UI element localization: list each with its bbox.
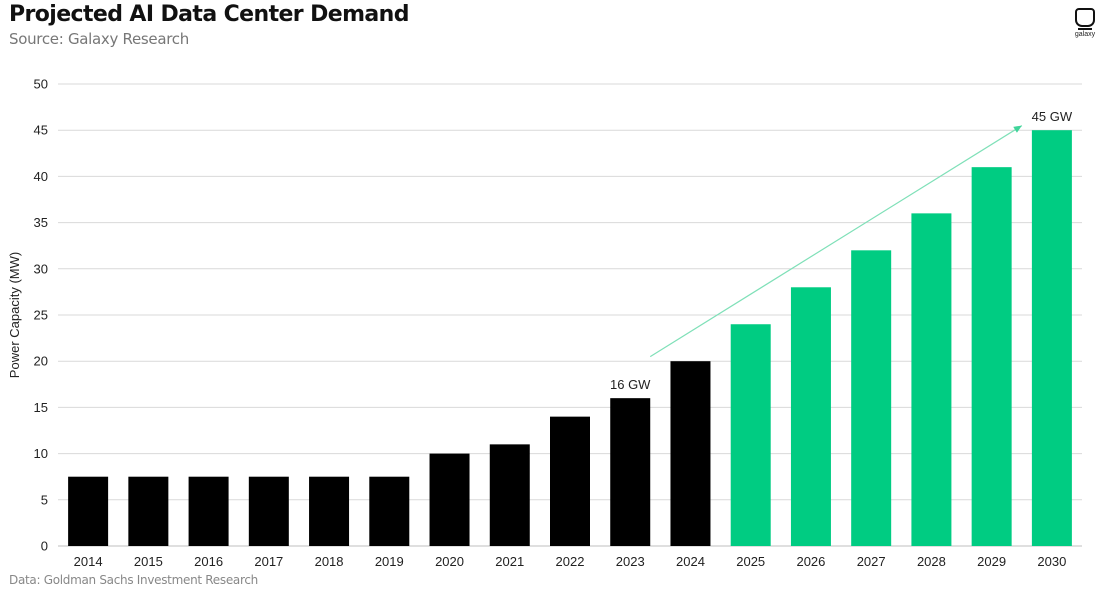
- x-tick-label: 2026: [796, 554, 825, 569]
- bar-2022: [550, 416, 590, 546]
- x-tick-label: 2025: [736, 554, 765, 569]
- bar-2028: [911, 213, 952, 547]
- x-tick-label: 2022: [556, 554, 585, 569]
- bar-2014: [68, 476, 109, 546]
- galaxy-logo: galaxy: [1070, 8, 1100, 42]
- y-tick-label: 25: [34, 308, 48, 323]
- bar-2026: [790, 287, 831, 546]
- bar-2027: [851, 250, 892, 546]
- bar-2025: [730, 324, 771, 546]
- bar-2016: [188, 476, 229, 546]
- y-tick-label: 0: [41, 539, 48, 554]
- x-tick-label: 2017: [254, 554, 283, 569]
- y-tick-label: 35: [34, 215, 48, 230]
- bar-2020: [429, 453, 470, 546]
- bar-2018: [309, 476, 350, 546]
- y-tick-label: 50: [34, 77, 48, 92]
- x-tick-label: 2023: [616, 554, 645, 569]
- x-tick-label: 2030: [1037, 554, 1066, 569]
- y-axis-label: Power Capacity (MW): [7, 252, 22, 378]
- y-tick-label: 10: [34, 446, 48, 461]
- bar-2019: [369, 476, 410, 546]
- chart-title: Projected AI Data Center Demand: [9, 2, 409, 27]
- bar-2021: [489, 444, 530, 546]
- x-tick-label: 2016: [194, 554, 223, 569]
- logo-text: galaxy: [1074, 31, 1096, 38]
- annotation-2030: 45 GW: [1032, 109, 1073, 124]
- x-tick-label: 2027: [857, 554, 886, 569]
- y-tick-label: 40: [34, 169, 48, 184]
- x-tick-label: 2029: [977, 554, 1006, 569]
- x-tick-label: 2020: [435, 554, 464, 569]
- trend-arrow-line: [649, 125, 1023, 358]
- x-tick-label: 2019: [375, 554, 404, 569]
- chart-subtitle: Source: Galaxy Research: [9, 30, 189, 48]
- x-tick-label: 2018: [315, 554, 344, 569]
- y-tick-label: 20: [34, 354, 48, 369]
- bar-2029: [971, 167, 1012, 546]
- y-tick-label: 5: [41, 492, 48, 507]
- bar-2017: [248, 476, 289, 546]
- x-tick-label: 2028: [917, 554, 946, 569]
- bar-2015: [128, 476, 169, 546]
- y-tick-label: 30: [34, 261, 48, 276]
- trend-arrow-head: [1013, 125, 1022, 133]
- annotation-2023: 16 GW: [610, 377, 651, 392]
- bar-2030: [1031, 130, 1072, 546]
- x-tick-label: 2024: [676, 554, 705, 569]
- x-tick-label: 2021: [495, 554, 524, 569]
- y-tick-label: 15: [34, 400, 48, 415]
- galaxy-logo-icon: [1075, 8, 1095, 30]
- bar-2024: [670, 361, 711, 546]
- x-tick-label: 2014: [74, 554, 103, 569]
- data-source-note: Data: Goldman Sachs Investment Research: [9, 573, 258, 587]
- y-tick-label: 45: [34, 123, 48, 138]
- bar-2023: [610, 398, 651, 546]
- x-tick-label: 2015: [134, 554, 163, 569]
